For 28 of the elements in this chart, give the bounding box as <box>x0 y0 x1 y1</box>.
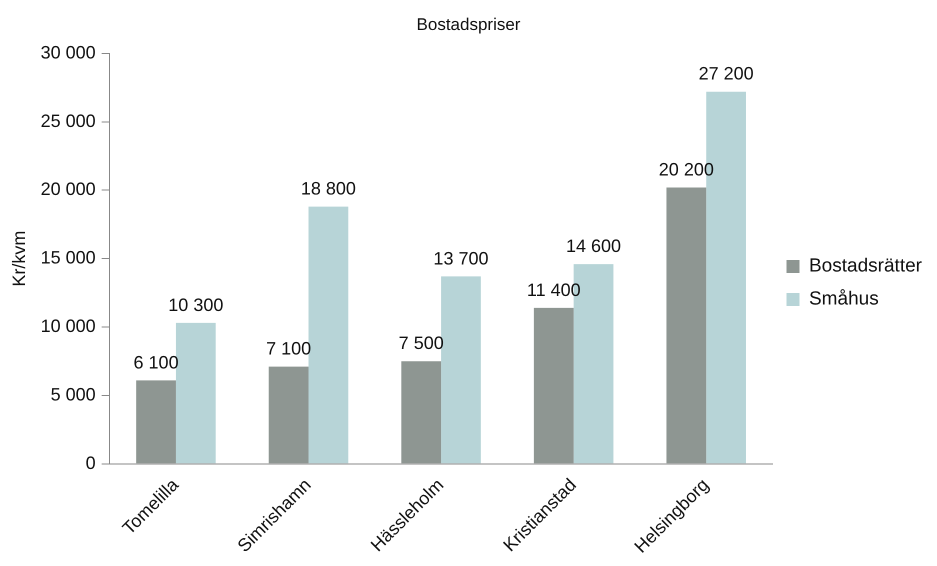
data-label: 11 400 <box>526 280 581 300</box>
data-label: 27 200 <box>698 64 754 84</box>
y-tick-label: 15 000 <box>40 248 96 268</box>
y-tick-label: 5 000 <box>50 384 96 404</box>
bar <box>268 366 309 464</box>
y-axis-title: Kr/kvm <box>8 230 29 287</box>
data-label: 20 200 <box>658 159 714 180</box>
data-label: 18 800 <box>300 178 356 199</box>
y-tick-label: 0 <box>86 452 96 473</box>
bar <box>136 380 176 464</box>
bar <box>441 276 481 464</box>
data-label: 6 100 <box>134 352 179 372</box>
y-tick-label: 30 000 <box>40 42 96 62</box>
y-tick-label: 25 000 <box>40 110 96 131</box>
chart-title: Bostadspriser <box>416 14 521 34</box>
legend-label: Bostadsrätter <box>809 256 923 277</box>
data-label: 7 100 <box>266 338 312 359</box>
y-tick-label: 20 000 <box>40 179 96 200</box>
data-label: 14 600 <box>566 236 622 256</box>
data-label: 7 500 <box>398 333 444 354</box>
bar <box>401 361 442 464</box>
bar <box>308 206 348 464</box>
bar <box>666 187 706 464</box>
y-tick-label: 10 000 <box>40 316 96 336</box>
bar <box>534 308 574 464</box>
data-label: 13 700 <box>433 248 488 268</box>
legend-label: Småhus <box>809 288 879 310</box>
data-label: 10 300 <box>168 294 224 315</box>
